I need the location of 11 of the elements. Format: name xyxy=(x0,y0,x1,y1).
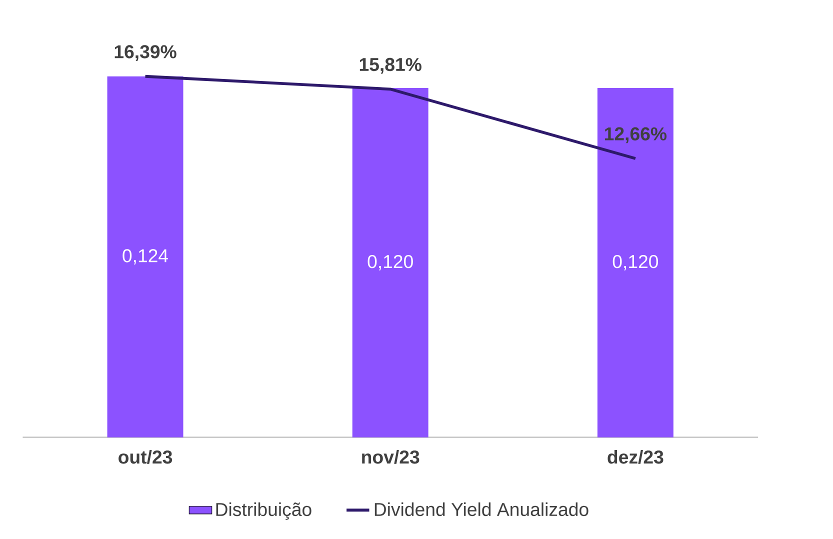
legend-label: Dividend Yield Anualizado xyxy=(374,502,588,516)
legend-label: Distribuição xyxy=(216,502,312,520)
data-label: 16,39% xyxy=(114,45,176,61)
x-tick-label: dez/23 xyxy=(608,450,664,464)
data-label: 12,66% xyxy=(605,127,667,144)
data-label: 15,81% xyxy=(360,58,422,74)
data-label: 0,124 xyxy=(122,249,168,264)
data-label: 0,120 xyxy=(612,254,658,270)
x-tick-label: out/23 xyxy=(118,450,172,464)
data-label: 0,120 xyxy=(368,254,413,270)
x-tick-label: nov/23 xyxy=(362,450,420,464)
